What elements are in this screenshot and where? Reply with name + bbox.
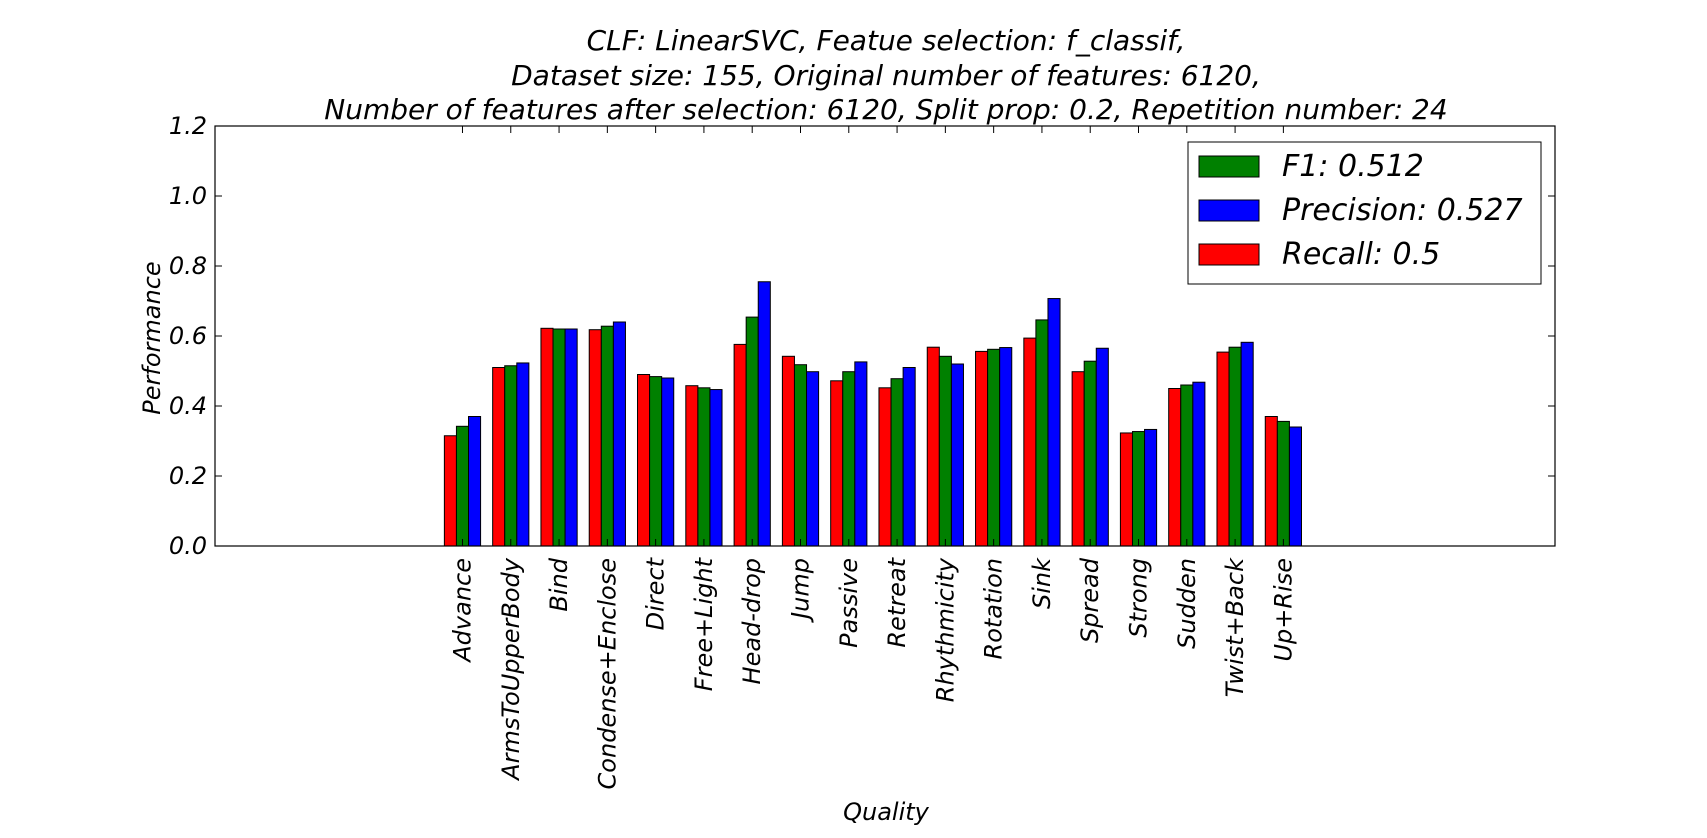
bar-f1-advance bbox=[455, 425, 470, 547]
x-tick-label: Twist+Back bbox=[1221, 557, 1249, 697]
bar-f1-strong bbox=[1131, 431, 1146, 547]
x-tick-label: Advance bbox=[448, 558, 476, 664]
bar-precision-spread bbox=[1095, 347, 1109, 547]
x-tick-label: Sudden bbox=[1173, 558, 1201, 649]
x-tick-label: Bind bbox=[545, 557, 573, 611]
bar-precision-direct bbox=[661, 377, 675, 547]
bar-f1-bind bbox=[552, 328, 566, 547]
bar-f1-rotation bbox=[987, 348, 1001, 547]
bar-recall-sink bbox=[1023, 337, 1037, 547]
bar-recall-spread bbox=[1071, 371, 1085, 547]
legend-swatch-f1 bbox=[1198, 155, 1260, 178]
x-tick-label: Up+Rise bbox=[1269, 558, 1297, 662]
bar-f1-direct bbox=[649, 376, 663, 547]
legend-label-precision: Precision: 0.527 bbox=[1282, 193, 1523, 228]
bar-recall-rotation bbox=[975, 350, 989, 547]
bar-recall-free-light bbox=[685, 385, 699, 547]
bar-f1-armstoupperbody bbox=[504, 365, 518, 547]
bar-f1-free-light bbox=[697, 387, 711, 547]
bar-recall-rhythmicity bbox=[926, 346, 940, 547]
legend: F1: 0.512 Precision: 0.527 Recall: 0.5 bbox=[1187, 141, 1542, 285]
bar-recall-jump bbox=[781, 355, 795, 547]
title-line-3: Number of features after selection: 6120… bbox=[324, 93, 1447, 126]
x-tick-label: Passive bbox=[835, 558, 863, 648]
bar-recall-direct bbox=[637, 374, 651, 547]
y-tick-label: 1.0 bbox=[169, 182, 207, 210]
bar-f1-head-drop bbox=[745, 316, 759, 547]
x-axis-label: Quality bbox=[843, 798, 930, 826]
bar-recall-retreat bbox=[878, 387, 892, 547]
x-tick-label: Condense+Enclose bbox=[593, 558, 621, 789]
bar-precision-rhythmicity bbox=[950, 363, 964, 547]
bar-precision-up-rise bbox=[1288, 426, 1302, 547]
bar-precision-strong bbox=[1144, 428, 1158, 547]
x-tick-label: ArmsToUpperBody bbox=[497, 557, 525, 782]
bar-f1-condense-enclose bbox=[600, 325, 614, 547]
y-tick-label: 1.2 bbox=[169, 112, 207, 140]
bar-f1-up-rise bbox=[1276, 420, 1290, 547]
legend-label-recall: Recall: 0.5 bbox=[1282, 237, 1440, 272]
bar-recall-armstoupperbody bbox=[492, 367, 506, 547]
bar-recall-condense-enclose bbox=[588, 329, 602, 547]
bar-precision-passive bbox=[854, 361, 868, 547]
bar-recall-bind bbox=[540, 327, 554, 547]
x-tick-label: Head-drop bbox=[738, 558, 766, 684]
bar-precision-condense-enclose bbox=[612, 321, 626, 547]
y-tick-label: 0.2 bbox=[169, 462, 207, 490]
bar-f1-sudden bbox=[1180, 384, 1194, 547]
x-axis-ticks: Advance ArmsToUpperBody Bind Condense+Enclo… bbox=[448, 126, 1297, 789]
bar-precision-twist-back bbox=[1240, 341, 1254, 547]
x-tick-label: Jump bbox=[786, 558, 814, 623]
legend-swatch-precision bbox=[1198, 199, 1260, 222]
chart-title: CLF: LinearSVC, Featue selection: f_clas… bbox=[324, 24, 1447, 126]
bar-f1-spread bbox=[1083, 360, 1097, 547]
legend-swatch-recall bbox=[1198, 243, 1260, 266]
bar-precision-advance bbox=[468, 416, 482, 547]
bar-precision-armstoupperbody bbox=[516, 362, 530, 547]
bar-recall-head-drop bbox=[733, 343, 747, 547]
bar-recall-up-rise bbox=[1264, 416, 1278, 547]
x-tick-label: Rotation bbox=[980, 558, 1008, 659]
bar-precision-jump bbox=[806, 371, 820, 547]
bar-f1-sink bbox=[1035, 319, 1049, 547]
title-line-1: CLF: LinearSVC, Featue selection: f_clas… bbox=[587, 24, 1186, 57]
bar-precision-bind bbox=[564, 328, 578, 547]
x-tick-label: Strong bbox=[1125, 558, 1153, 638]
title-line-2: Dataset size: 155, Original number of fe… bbox=[511, 59, 1261, 92]
bars bbox=[443, 281, 1302, 547]
bar-recall-twist-back bbox=[1216, 351, 1230, 547]
bar-f1-jump bbox=[793, 364, 808, 547]
bar-recall-passive bbox=[830, 380, 844, 547]
y-axis-label: Performance bbox=[138, 261, 166, 414]
x-tick-label: Retreat bbox=[883, 556, 911, 647]
y-tick-label: 0.4 bbox=[169, 392, 207, 420]
bar-recall-advance bbox=[443, 435, 457, 547]
y-tick-label: 0.6 bbox=[169, 322, 207, 350]
bar-precision-head-drop bbox=[757, 281, 771, 547]
x-tick-label: Spread bbox=[1076, 557, 1104, 643]
x-tick-label: Free+Light bbox=[690, 556, 718, 691]
bar-precision-rotation bbox=[999, 347, 1013, 547]
bar-precision-free-light bbox=[709, 389, 723, 547]
bar-f1-retreat bbox=[890, 378, 904, 547]
bar-precision-sudden bbox=[1192, 381, 1206, 547]
bar-precision-sink bbox=[1047, 298, 1061, 547]
bar-f1-rhythmicity bbox=[938, 355, 952, 547]
y-tick-label: 0.0 bbox=[169, 532, 207, 560]
bar-f1-passive bbox=[842, 371, 856, 547]
x-tick-label: Rhythmicity bbox=[931, 557, 959, 702]
y-tick-label: 0.8 bbox=[169, 252, 207, 280]
bar-precision-retreat bbox=[902, 367, 916, 547]
x-tick-label: Sink bbox=[1028, 557, 1056, 609]
y-axis-ticks: 0.0 0.2 0.4 0.6 0.8 1.0 1.2 bbox=[169, 112, 1555, 560]
bar-recall-sudden bbox=[1168, 388, 1182, 547]
bar-recall-strong bbox=[1119, 432, 1133, 547]
x-tick-label: Direct bbox=[642, 556, 670, 630]
legend-label-f1: F1: 0.512 bbox=[1282, 149, 1424, 184]
bar-f1-twist-back bbox=[1228, 346, 1242, 547]
